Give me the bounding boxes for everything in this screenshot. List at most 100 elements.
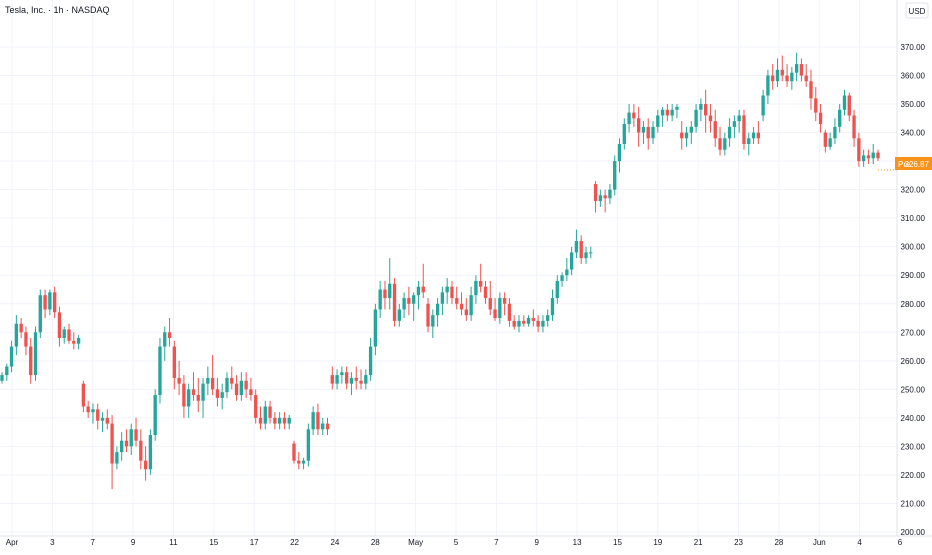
candle [105,409,109,430]
candle-body [344,372,349,384]
candle [43,289,47,319]
time-axis[interactable]: Apr 3 7 9 11 15 17 22 24 28 May 5 7 9 13 15 19 21 23 28 Jun 4… [6,538,903,547]
candle-body [656,115,660,127]
candle [608,183,612,204]
candle [708,104,713,133]
time-tick-label: 15 [209,538,218,547]
price-tick-label: 210.00 [901,499,926,508]
price-tick-label: 270.00 [901,328,926,337]
candle [301,457,306,470]
candle [632,104,636,127]
candle [206,366,210,396]
grid-layer [0,0,897,536]
price-tick-label: 370.00 [901,43,926,52]
candle-body [684,132,689,139]
candle [100,412,105,433]
time-tick-label: 28 [371,538,380,547]
candle-body [651,126,655,139]
candle [254,389,258,424]
candle [129,423,133,455]
candle-body [732,121,737,127]
candle [866,149,871,164]
candle [48,289,52,316]
candle-body [823,132,828,147]
candle-body [747,138,751,144]
candle [210,355,215,396]
candle [182,375,186,418]
candle-body [234,383,239,396]
candle [316,403,320,435]
candle [670,104,674,122]
candle-body [292,443,296,461]
price-tick-label: 350.00 [901,100,926,109]
time-tick-label: 13 [573,538,582,547]
candle-body [24,332,28,347]
candle [627,104,631,133]
candle-body [694,109,698,127]
candle [287,415,291,430]
candle [713,109,717,147]
candle [646,118,650,150]
candle [215,377,220,407]
candle [57,306,62,347]
price-tick-label: 260.00 [901,357,926,366]
candle [684,126,689,147]
candle [225,372,229,398]
candle-body [675,106,679,110]
price-tick-label: 290.00 [901,271,926,280]
pre-market-price-badge: Pre 326.87 [895,157,932,170]
candle [115,446,119,470]
candle-body [876,152,880,159]
candle [62,326,66,344]
candle-body [244,380,248,390]
candle [258,406,263,430]
candle [790,66,794,90]
candle-body [143,460,148,470]
candle [81,380,86,413]
candle [177,360,181,396]
candle [196,377,200,413]
candle [488,280,492,316]
candle-body [727,126,732,139]
candle [536,315,540,333]
candle [660,106,665,127]
candle [617,138,622,173]
candle-body [215,389,220,398]
candle-body [43,295,47,310]
candle [354,366,358,390]
candle-body [115,452,119,464]
candle-body [148,435,153,470]
candle-body [335,375,339,384]
candle [546,309,550,327]
price-axis[interactable]: 200.00 210.00 220.00 230.00 240.00 250.00 260.… [901,43,926,537]
candle-body [349,377,354,384]
currency-button[interactable]: USD [905,2,929,19]
candle-body [378,289,382,310]
candle-body [9,346,14,367]
candle [158,338,162,404]
candle [703,89,708,133]
candle-body [187,389,191,407]
candle-body [421,286,425,293]
candle [799,58,804,82]
candle [833,118,837,144]
candle-body [507,303,512,321]
price-tick-label: 320.00 [901,186,926,195]
candle [613,155,617,196]
candle [143,446,148,481]
pre-market-label: Pre [898,160,911,169]
candle [383,280,387,310]
candle [459,292,464,316]
candle [665,104,670,122]
candle-body [584,252,588,259]
candle [651,121,655,144]
candle [244,372,248,398]
candle [187,383,191,418]
candle-body [124,440,129,447]
candle [5,363,9,381]
candle-body [182,383,186,407]
candle [292,440,296,464]
candle [364,369,368,390]
